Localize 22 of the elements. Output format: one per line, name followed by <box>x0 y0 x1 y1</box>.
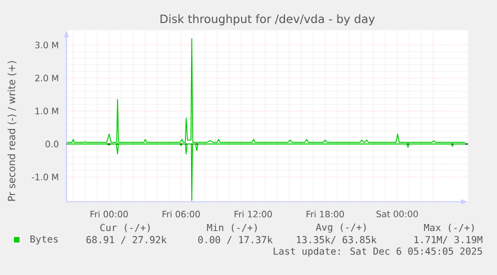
text: Avg (-/+) <box>316 223 366 233</box>
x-tick-label: Fri 12:00 <box>234 210 272 218</box>
y-tick-label: 1.0 M <box>36 108 58 114</box>
x-tick-label: Fri 18:00 <box>306 210 344 218</box>
text: Max (-/+) <box>424 224 474 232</box>
text: 13.35k/ 63.85k <box>296 236 377 244</box>
y-tick-label: 3.0 M <box>35 42 58 48</box>
text: Last update: Sat Dec 6 05:45:05 2025 <box>274 247 482 257</box>
y-axis-title: Pr second read (-) / write (+) <box>8 61 16 201</box>
text: Min (-/+) <box>207 224 257 232</box>
y-tick-label: 2.0 M <box>35 74 58 82</box>
y-tick-label: -1.0 M <box>32 174 58 180</box>
x-tick-label: Fri 06:00 <box>162 210 200 218</box>
x-tick-label: Fri 00:00 <box>90 210 128 218</box>
text: 0.00 / 17.37k <box>198 236 273 244</box>
y-tick-label: 0.0 <box>46 140 58 148</box>
legend-label: Bytes <box>30 235 58 244</box>
text: Cur (-/+) <box>100 224 150 232</box>
x-tick-label: Sat 00:00 <box>376 210 418 218</box>
text: 68.91 / 27.92k <box>86 236 167 244</box>
text: 1.71M/ 3.19M <box>414 236 482 244</box>
chart-title: Disk throughput for /dev/vda - by day <box>160 14 375 26</box>
